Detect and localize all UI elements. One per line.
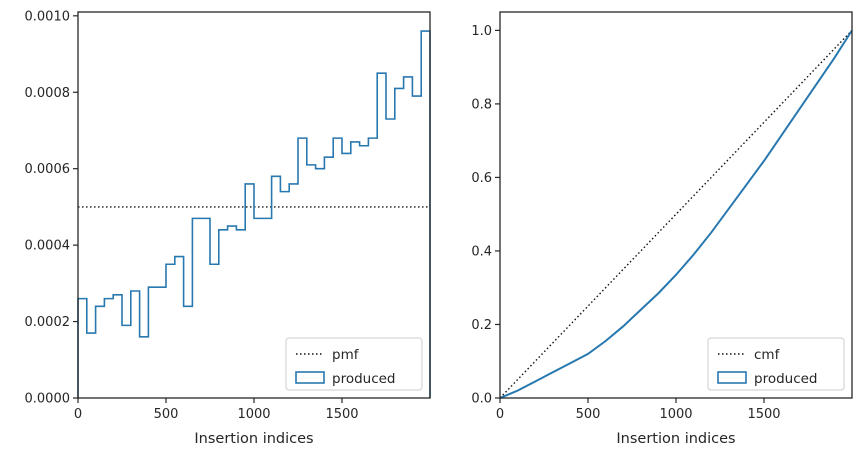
histogram-step-line-produced [77, 30, 431, 398]
legend-label-cmf: cmf [754, 347, 781, 363]
legend-label-pmf: pmf [332, 347, 360, 363]
legend: pmf produced [285, 337, 423, 391]
y-tick-label: 0.0008 [25, 86, 71, 101]
y-tick-label: 0.4 [471, 244, 492, 259]
y-tick-label: 0.0002 [25, 315, 71, 330]
pmf-chart: 0 500 1000 1500 0.0000 0.0002 0.0004 0.0006 0.00… [25, 9, 431, 447]
x-axis-label: Insertion indices [616, 431, 735, 447]
legend-swatch-produced [295, 371, 325, 384]
y-tick-label: 0.8 [471, 97, 492, 112]
y-tick-label: 0.6 [471, 171, 492, 186]
y-tick-label: 0.0000 [25, 392, 71, 407]
x-tick-label: 1000 [237, 407, 270, 422]
x-tick-label: 1500 [325, 407, 358, 422]
y-tick-label: 0.0004 [25, 239, 71, 254]
x-tick-label: 500 [154, 407, 179, 422]
y-tick-label: 0.2 [471, 318, 492, 333]
cmf-chart: 0 500 1000 1500 0.0 0.2 0.4 0.6 0.8 1.0 Insertion … [471, 11, 853, 447]
legend-label-produced: produced [754, 371, 818, 387]
x-tick-label: 0 [74, 407, 82, 422]
x-tick-label: 500 [576, 407, 601, 422]
legend-label-produced: produced [332, 371, 396, 387]
y-tick-label: 0.0006 [25, 162, 71, 177]
y-tick-label: 0.0 [471, 392, 492, 407]
x-tick-label: 1500 [747, 407, 780, 422]
reference-line-cmf [499, 29, 853, 399]
y-tick-label: 1.0 [471, 24, 492, 39]
y-tick-label: 0.0010 [25, 9, 71, 24]
legend-box [707, 337, 845, 391]
legend-swatch-produced [717, 371, 747, 384]
x-tick-label: 0 [496, 407, 504, 422]
x-tick-label: 1000 [659, 407, 692, 422]
legend: cmf produced [707, 337, 845, 391]
x-axis-label: Insertion indices [194, 431, 313, 447]
legend-box [285, 337, 423, 391]
cumulative-line-produced [499, 29, 853, 399]
